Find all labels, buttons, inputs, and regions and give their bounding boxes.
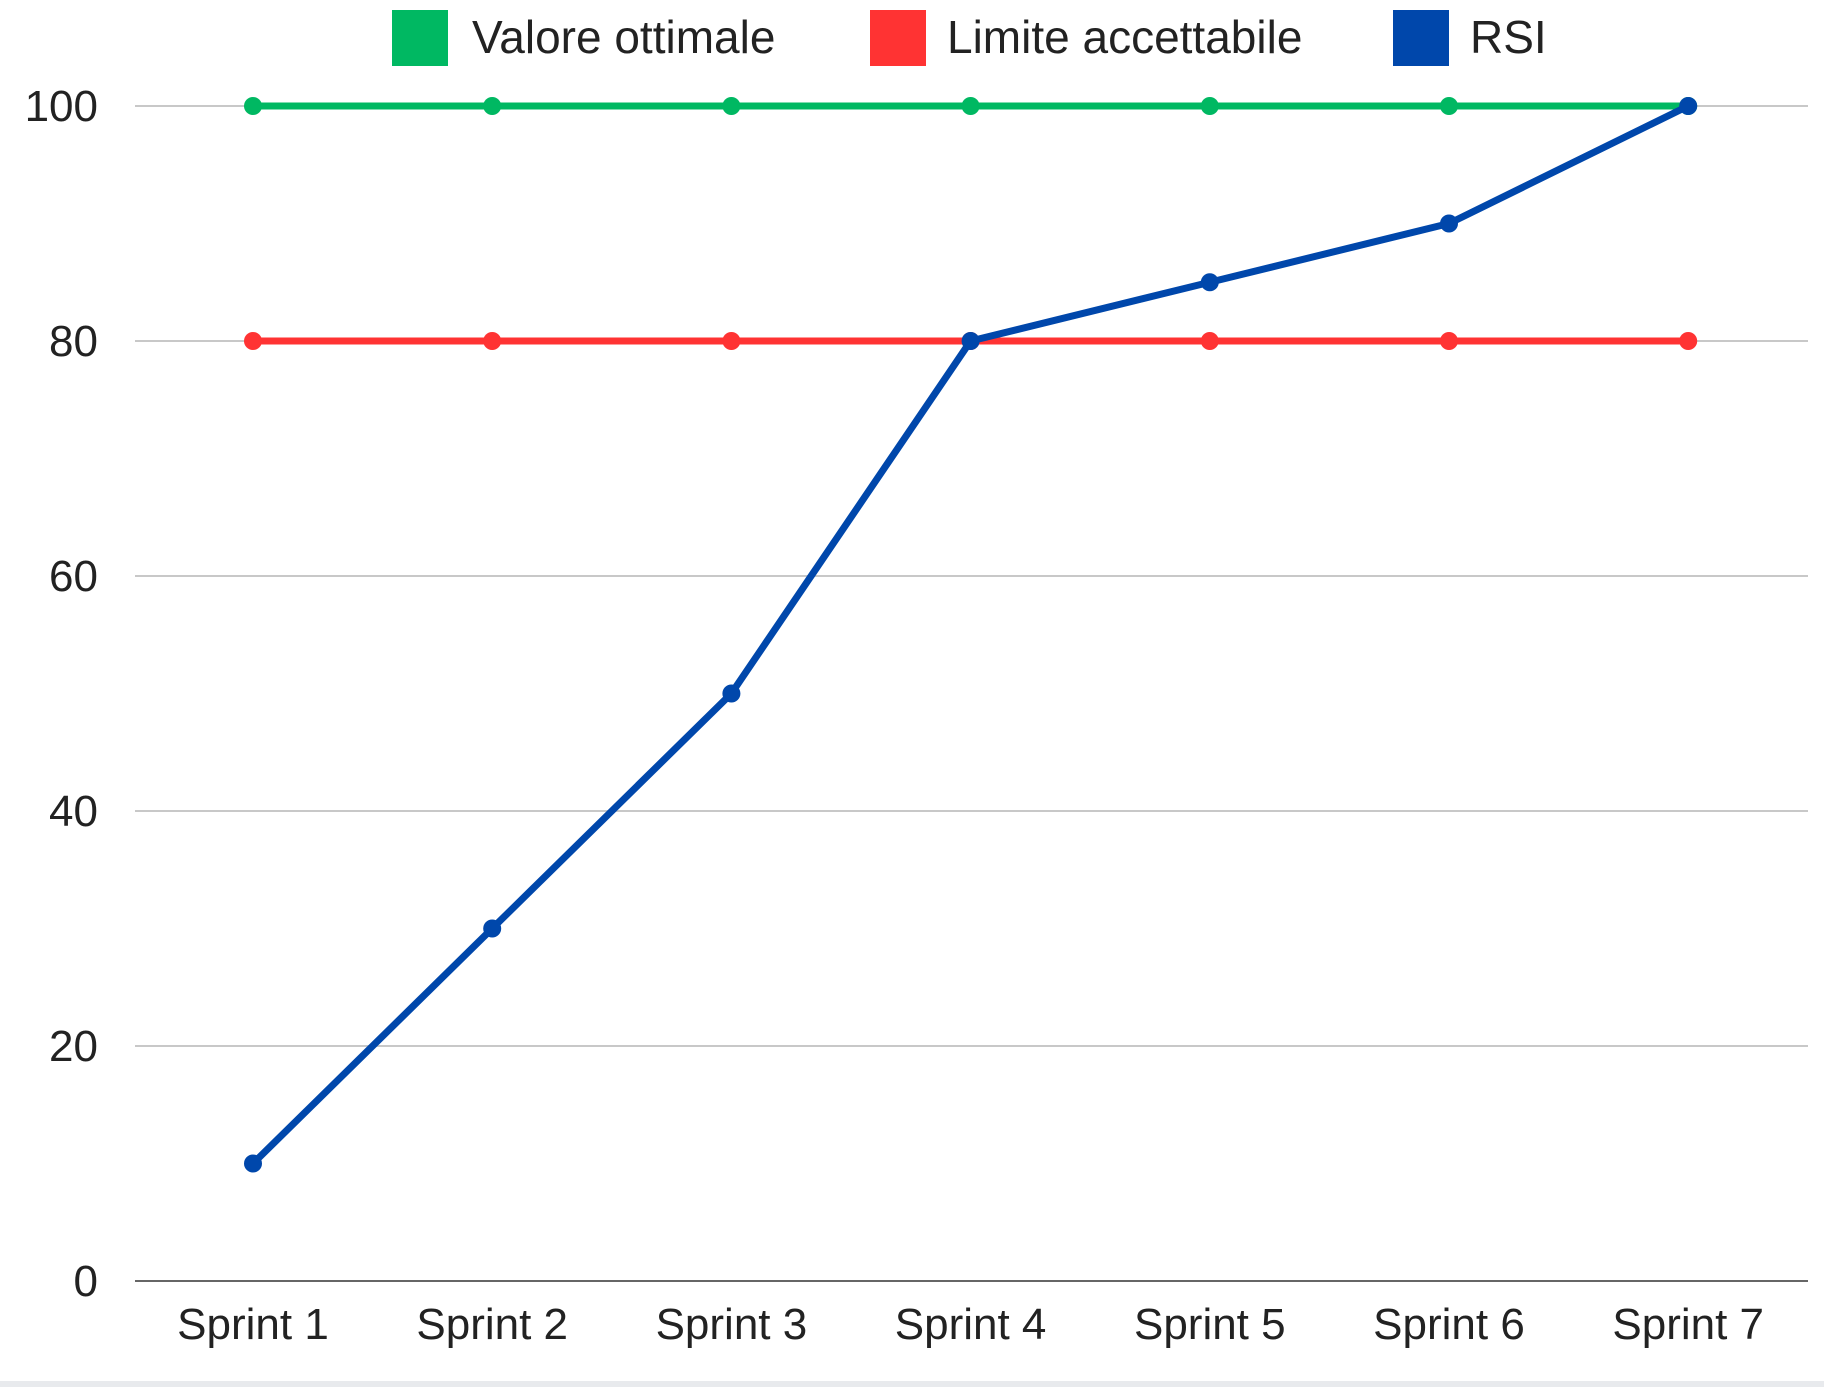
- legend-swatch: [870, 10, 926, 66]
- data-point: [1440, 214, 1458, 233]
- x-axis-ticks: Sprint 1 Sprint 2 Sprint 3 Sprint 4 Sprint 5…: [177, 1300, 1764, 1349]
- y-tick-label: 60: [49, 552, 98, 601]
- y-tick-label: 0: [74, 1257, 98, 1306]
- y-tick-label: 80: [49, 317, 98, 366]
- data-point: [483, 919, 502, 938]
- data-point: [1200, 332, 1219, 350]
- x-tick-label: Sprint 6: [1373, 1300, 1525, 1349]
- data-point: [244, 332, 262, 350]
- legend-label: RSI: [1470, 11, 1547, 63]
- data-point: [1200, 273, 1219, 292]
- x-tick-label: Sprint 1: [177, 1300, 329, 1349]
- legend-label: Limite accettabile: [947, 11, 1302, 63]
- data-point: [1679, 332, 1698, 350]
- data-point: [722, 684, 741, 703]
- data-point: [961, 97, 980, 115]
- bottom-border: [0, 1381, 1824, 1387]
- data-point: [722, 332, 741, 350]
- data-point: [1440, 332, 1458, 350]
- data-point: [483, 97, 502, 115]
- data-point: [483, 332, 502, 350]
- x-tick-label: Sprint 5: [1134, 1300, 1286, 1349]
- x-tick-label: Sprint 3: [656, 1300, 808, 1349]
- data-point: [722, 97, 741, 115]
- data-point: [1200, 97, 1219, 115]
- data-point: [1679, 97, 1698, 115]
- legend-item: Limite accettabile: [870, 10, 1302, 66]
- y-tick-label: 20: [49, 1022, 98, 1071]
- legend-swatch: [1393, 10, 1449, 66]
- y-tick-label: 40: [49, 787, 98, 836]
- x-tick-label: Sprint 7: [1612, 1300, 1764, 1349]
- series-0: [244, 97, 1698, 115]
- x-tick-label: Sprint 4: [895, 1300, 1047, 1349]
- legend: Valore ottimale Limite accettabile RSI: [392, 10, 1547, 66]
- legend-swatch: [392, 10, 448, 66]
- legend-item: Valore ottimale: [392, 10, 775, 66]
- series-line: [249, 102, 1692, 1167]
- y-tick-label: 100: [25, 82, 98, 131]
- x-tick-label: Sprint 2: [416, 1300, 568, 1349]
- data-point: [244, 1154, 262, 1173]
- series-2: [244, 97, 1698, 1173]
- data-point: [244, 97, 262, 115]
- legend-item: RSI: [1393, 10, 1547, 66]
- gridlines: [135, 105, 1808, 1282]
- data-point: [961, 332, 980, 350]
- legend-label: Valore ottimale: [472, 11, 775, 63]
- series-group: [244, 97, 1698, 1173]
- y-axis-ticks: 0 20 40 60 80 100: [25, 82, 98, 1306]
- data-point: [1440, 97, 1458, 115]
